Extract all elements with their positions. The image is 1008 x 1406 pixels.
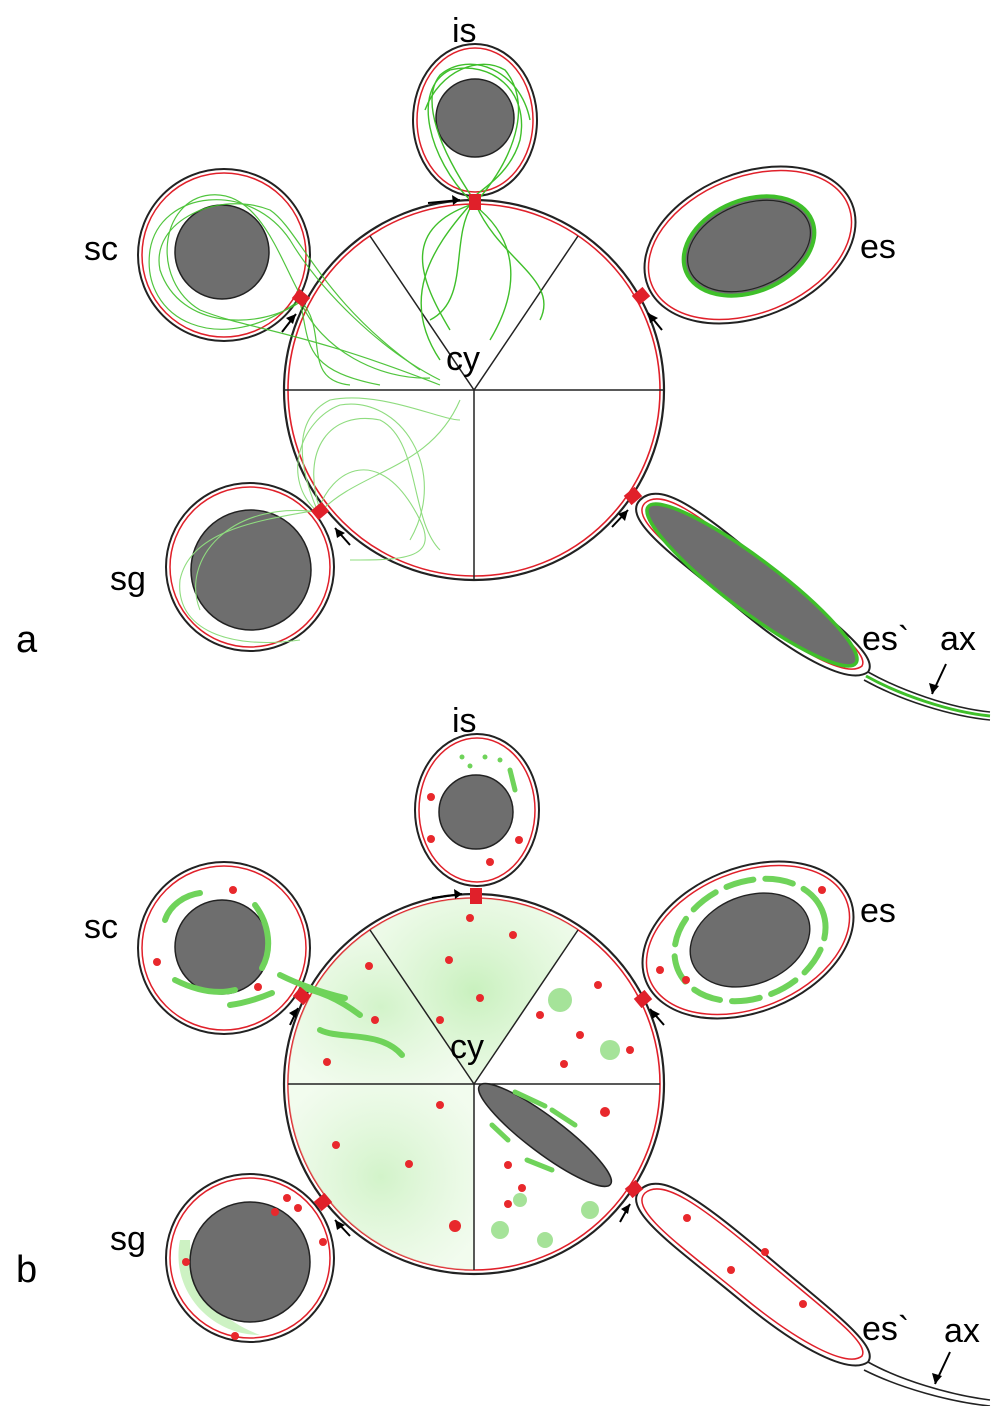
cell-es-prime [611,486,991,721]
label-ax: ax [940,620,976,658]
label-sg: sg [110,560,146,598]
label-es: es [860,228,896,266]
label-es: es [860,892,896,930]
cell-sg [165,397,461,652]
cell-is [414,733,540,904]
label-sg: sg [110,1220,146,1258]
fiber-bundle [179,397,461,643]
cell-es-prime [619,1179,991,1406]
label-cy: cy [450,1028,484,1066]
fiber-bundle [148,194,441,386]
label-cy: cy [446,340,480,378]
label-is: is [452,12,477,50]
fiber-bundle [420,63,545,361]
cell-es [633,860,855,1026]
label-sc: sc [84,230,118,268]
label-es-prime: es` [862,620,909,658]
cell-sc [137,168,441,386]
label-ax: ax [944,1312,980,1350]
cell-es [631,165,857,331]
red-granules [323,914,634,1232]
panel-letter-b: b [16,1249,37,1291]
cell-sc [137,861,348,1035]
label-es-prime: es` [862,1310,909,1348]
cell-is [412,43,545,361]
panel-a: is sc es cy sg es` ax a [16,12,991,721]
cell-sg [165,1173,351,1343]
label-sc: sc [84,908,118,946]
label-is: is [452,702,477,740]
panel-letter-a: a [16,619,38,661]
central-cyst [282,198,666,582]
panel-b: is sc es cy sg es` ax b [16,702,991,1406]
central-cyst [282,892,666,1276]
